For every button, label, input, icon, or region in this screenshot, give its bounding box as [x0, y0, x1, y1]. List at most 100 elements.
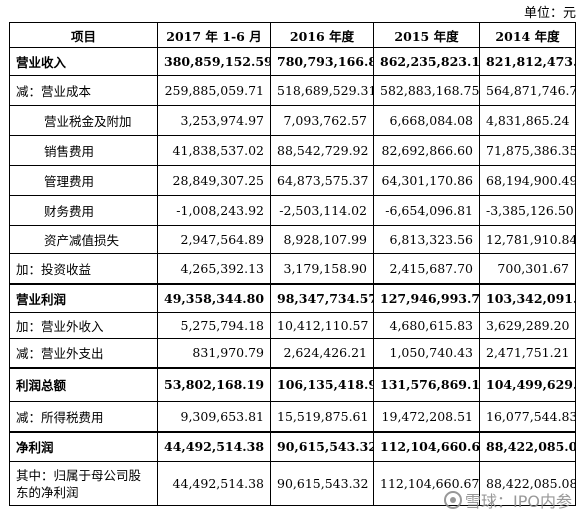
table-row: 减：营业外支出 831,970.79 2,624,426.21 1,050,74… [9, 338, 576, 368]
row-value: 88,422,085.08 [479, 430, 576, 462]
table-row: 营业税金及附加 3,253,974.97 7,093,762.57 6,668,… [9, 105, 576, 136]
row-value: 104,499,629.91 [479, 366, 576, 402]
table-row: 财务费用 -1,008,243.92 -2,503,114.02 -6,654,… [9, 195, 576, 226]
row-value: 68,194,900.49 [479, 165, 576, 196]
row-label: 加：营业外收入 [9, 312, 158, 339]
row-value: 64,301,170.86 [373, 165, 480, 196]
row-value: 127,946,993.78 [373, 282, 480, 313]
row-value: 3,629,289.20 [479, 312, 576, 339]
row-value: 700,301.67 [479, 253, 576, 284]
row-value: 259,885,059.71 [157, 75, 271, 106]
row-value: 3,179,158.90 [270, 253, 374, 284]
row-value: 2,947,564.89 [157, 225, 271, 254]
header-2017h1: 2017 年 1-6 月 [157, 22, 271, 48]
row-value: 821,812,473.37 [479, 47, 576, 76]
row-label: 减：营业外支出 [9, 338, 158, 368]
row-value: 2,415,687.70 [373, 253, 480, 284]
row-value: 106,135,418.93 [270, 366, 374, 402]
row-value: -3,385,126.50 [479, 195, 576, 226]
unit-label: 单位：元 [523, 6, 576, 21]
header-2016: 2016 年度 [270, 22, 374, 48]
income-statement-table: 项目 2017 年 1-6 月 2016 年度 2015 年度 2014 年度 … [9, 22, 576, 506]
row-value: 103,342,091.92 [479, 282, 576, 313]
table-row: 其中：归属于母公司股东的净利润 44,492,514.38 90,615,543… [9, 461, 576, 506]
header-item: 项目 [9, 22, 158, 48]
row-label: 资产减值损失 [9, 225, 158, 254]
row-value: 5,275,794.18 [157, 312, 271, 339]
table-row: 销售费用 41,838,537.02 88,542,729.92 82,692,… [9, 135, 576, 166]
table-row: 管理费用 28,849,307.25 64,873,575.37 64,301,… [9, 165, 576, 196]
table-row: 净利润 44,492,514.38 90,615,543.32 112,104,… [9, 430, 576, 462]
row-value: 71,875,386.35 [479, 135, 576, 166]
row-value: 4,680,615.83 [373, 312, 480, 339]
row-value: 44,492,514.38 [157, 430, 271, 462]
row-label: 营业税金及附加 [9, 105, 158, 136]
row-value: 3,253,974.97 [157, 105, 271, 136]
row-value: 6,813,323.56 [373, 225, 480, 254]
row-value: 90,615,543.32 [270, 430, 374, 462]
row-label: 利润总额 [9, 366, 158, 402]
row-value: 16,077,544.83 [479, 401, 576, 432]
row-label: 财务费用 [9, 195, 158, 226]
table-row: 减：营业成本 259,885,059.71 518,689,529.31 582… [9, 75, 576, 106]
row-value: 19,472,208.51 [373, 401, 480, 432]
row-value: 131,576,869.18 [373, 366, 480, 402]
row-value: 2,471,751.21 [479, 338, 576, 368]
row-label: 销售费用 [9, 135, 158, 166]
row-value: 112,104,660.67 [373, 461, 480, 506]
row-value: 82,692,866.60 [373, 135, 480, 166]
header-2015: 2015 年度 [373, 22, 480, 48]
table-row: 营业利润 49,358,344.80 98,347,734.57 127,946… [9, 282, 576, 313]
row-label: 营业收入 [9, 47, 158, 76]
row-label: 减：所得税费用 [9, 401, 158, 432]
table-row: 资产减值损失 2,947,564.89 8,928,107.99 6,813,3… [9, 225, 576, 254]
row-value: 88,422,085.08 [479, 461, 576, 506]
table-header-row: 项目 2017 年 1-6 月 2016 年度 2015 年度 2014 年度 [9, 22, 576, 48]
row-value: 7,093,762.57 [270, 105, 374, 136]
table-row: 加：投资收益 4,265,392.13 3,179,158.90 2,415,6… [9, 253, 576, 284]
row-value: -1,008,243.92 [157, 195, 271, 226]
row-value: 9,309,653.81 [157, 401, 271, 432]
snowball-logo-icon [444, 491, 463, 509]
row-value: 88,542,729.92 [270, 135, 374, 166]
row-value: -2,503,114.02 [270, 195, 374, 226]
row-value: 12,781,910.84 [479, 225, 576, 254]
row-value: 41,838,537.02 [157, 135, 271, 166]
row-label: 其中：归属于母公司股东的净利润 [9, 461, 158, 506]
row-value: 6,668,084.08 [373, 105, 480, 136]
table-row: 加：营业外收入 5,275,794.18 10,412,110.57 4,680… [9, 312, 576, 339]
row-value: 380,859,152.59 [157, 47, 271, 76]
row-value: 90,615,543.32 [270, 461, 374, 506]
row-value: 8,928,107.99 [270, 225, 374, 254]
row-value: 4,831,865.24 [479, 105, 576, 136]
row-value: -6,654,096.81 [373, 195, 480, 226]
row-value: 28,849,307.25 [157, 165, 271, 196]
table-row: 营业收入 380,859,152.59 780,793,166.81 862,2… [9, 47, 576, 76]
row-value: 2,624,426.21 [270, 338, 374, 368]
row-value: 10,412,110.57 [270, 312, 374, 339]
table-row: 减：所得税费用 9,309,653.81 15,519,875.61 19,47… [9, 401, 576, 432]
row-value: 15,519,875.61 [270, 401, 374, 432]
row-label: 管理费用 [9, 165, 158, 196]
row-label: 加：投资收益 [9, 253, 158, 284]
row-value: 518,689,529.31 [270, 75, 374, 106]
row-value: 53,802,168.19 [157, 366, 271, 402]
table-row: 利润总额 53,802,168.19 106,135,418.93 131,57… [9, 366, 576, 402]
row-label: 减：营业成本 [9, 75, 158, 106]
watermark: 雪球：IPO内参 [444, 488, 572, 512]
row-value: 98,347,734.57 [270, 282, 374, 313]
header-2014: 2014 年度 [479, 22, 576, 48]
row-value: 831,970.79 [157, 338, 271, 368]
row-value: 64,873,575.37 [270, 165, 374, 196]
row-label: 净利润 [9, 430, 158, 462]
row-value: 112,104,660.67 [373, 430, 480, 462]
row-value: 4,265,392.13 [157, 253, 271, 284]
row-value: 780,793,166.81 [270, 47, 374, 76]
row-value: 44,492,514.38 [157, 461, 271, 506]
row-value: 582,883,168.75 [373, 75, 480, 106]
row-value: 49,358,344.80 [157, 282, 271, 313]
row-label: 营业利润 [9, 282, 158, 313]
row-value: 862,235,823.12 [373, 47, 480, 76]
row-value: 1,050,740.43 [373, 338, 480, 368]
watermark-text: 雪球：IPO内参 [465, 492, 572, 511]
